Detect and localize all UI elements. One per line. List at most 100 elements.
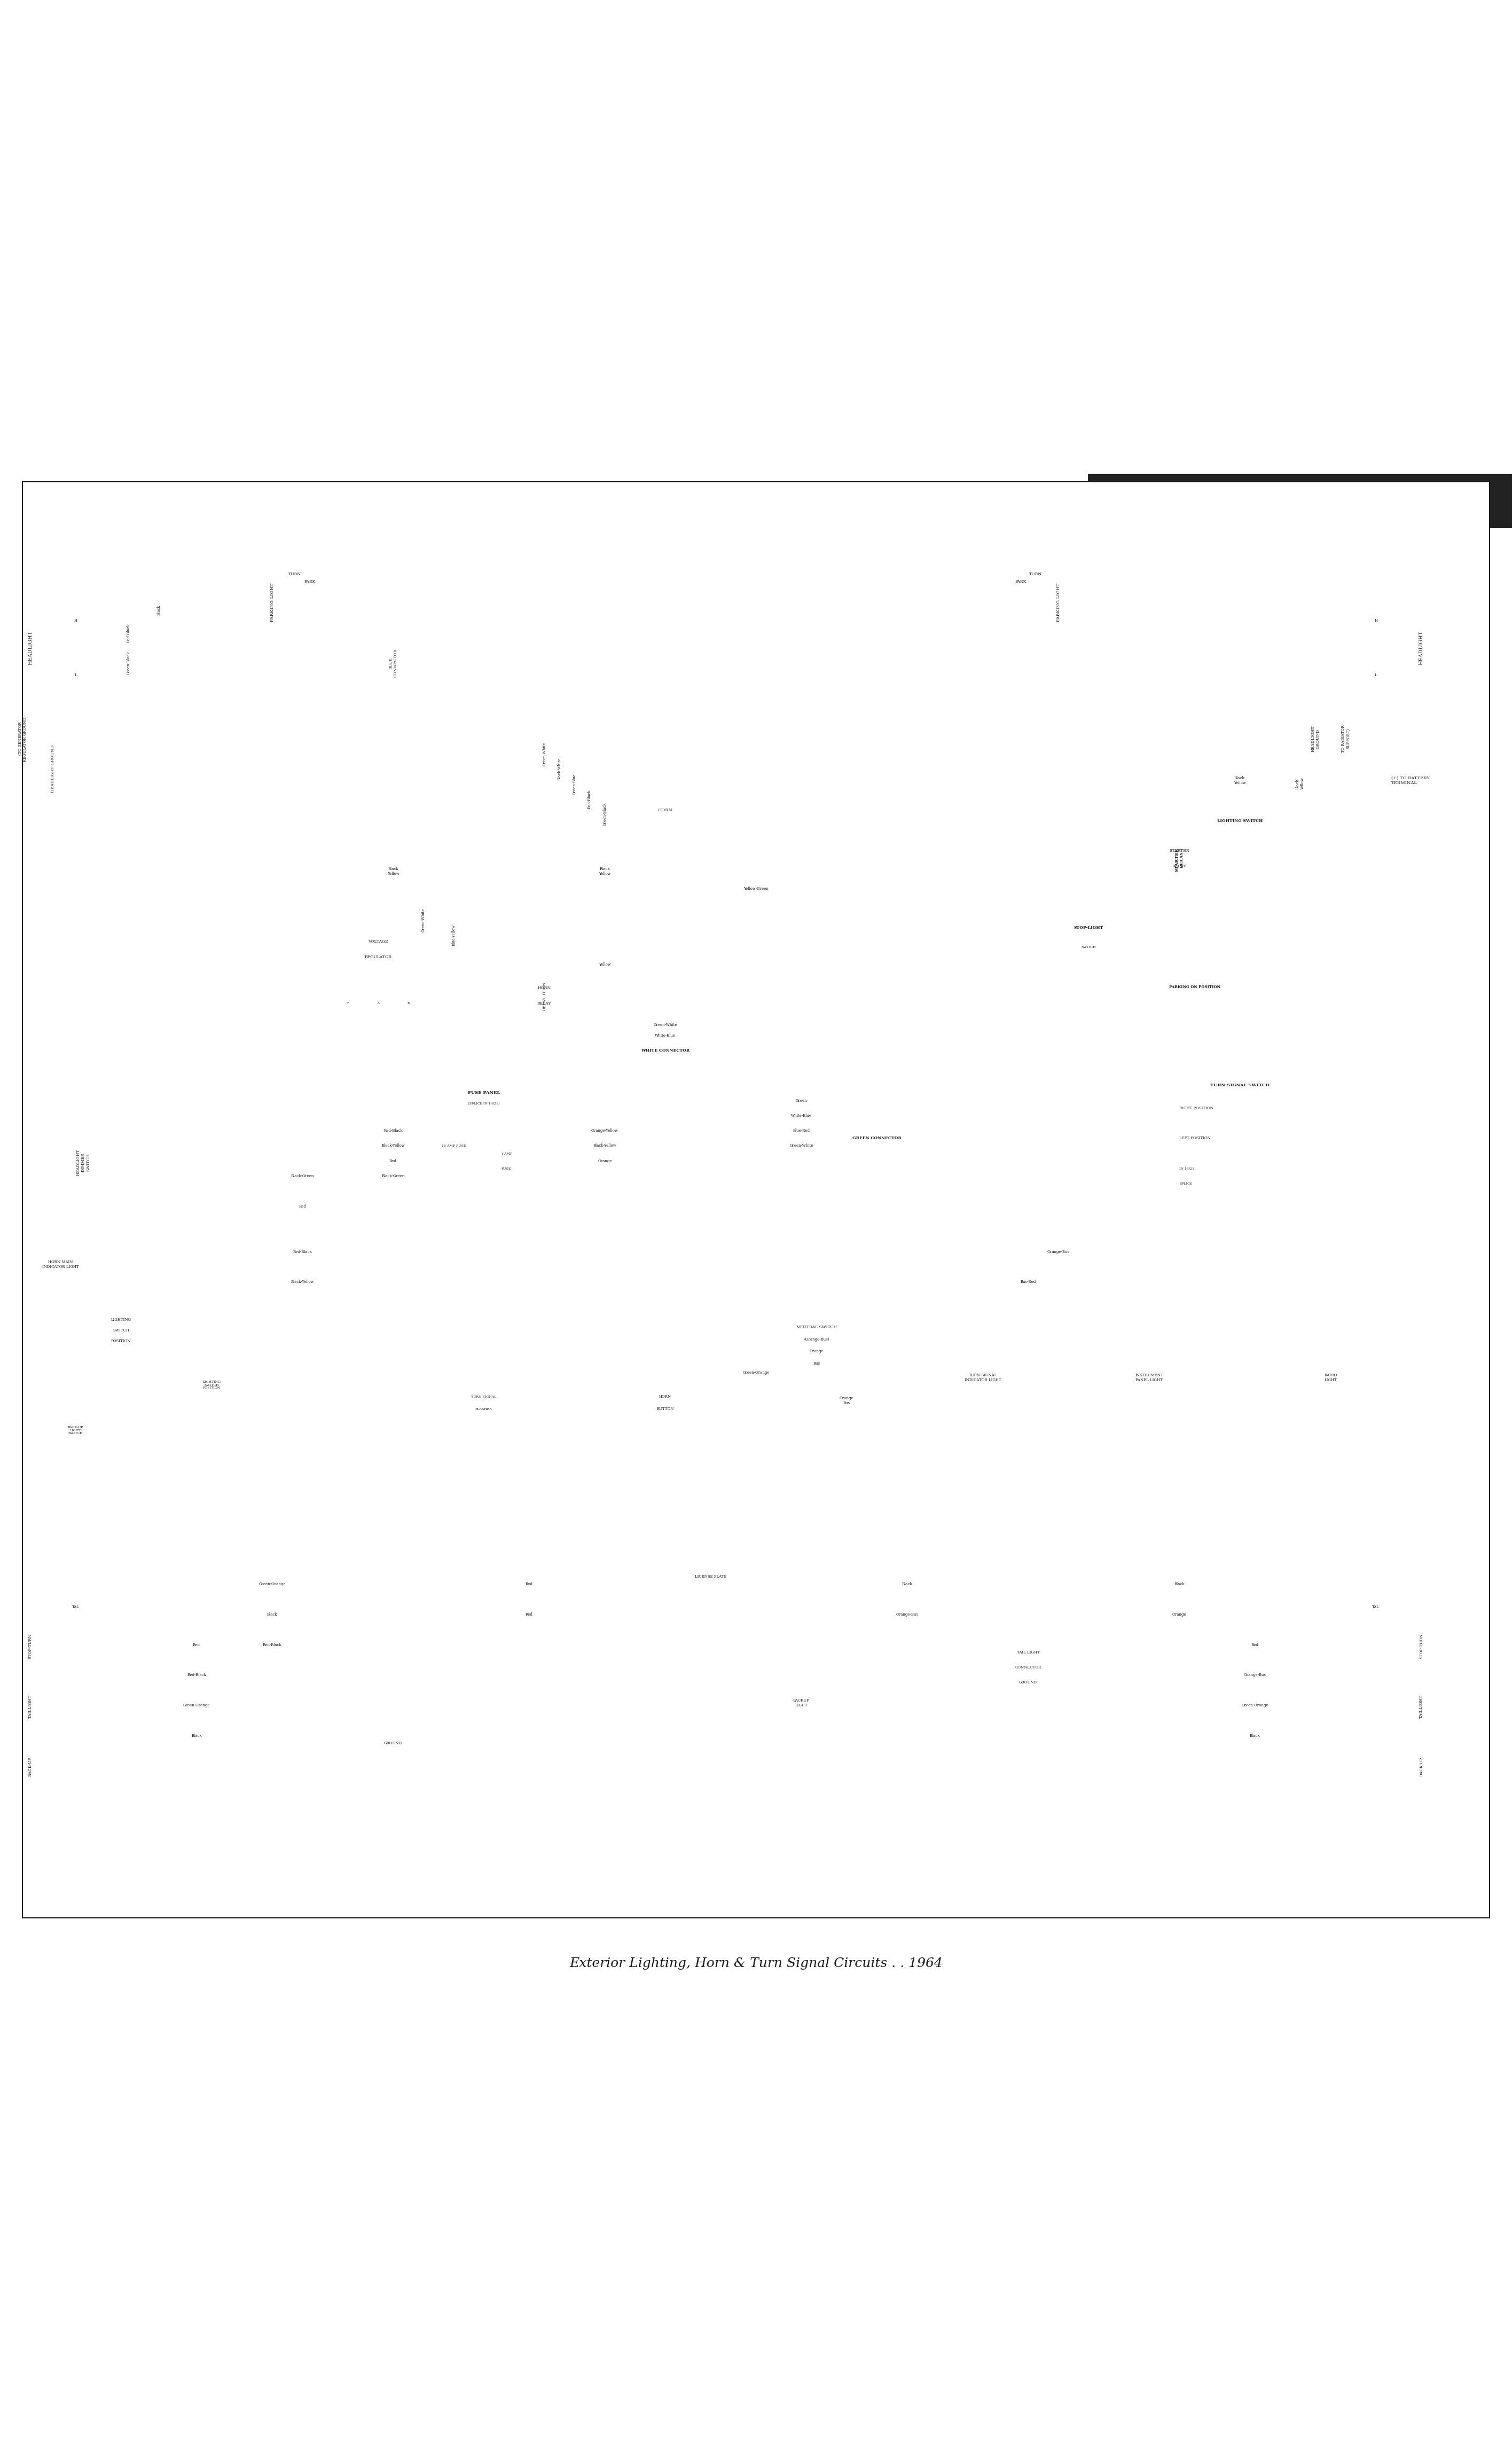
Circle shape: [1190, 1029, 1199, 1039]
Circle shape: [918, 1181, 927, 1188]
Bar: [438, 1117, 476, 1132]
Text: Orange: Orange: [809, 1350, 824, 1355]
Text: RELAY: RELAY: [543, 995, 546, 1010]
Bar: [491, 1171, 529, 1186]
Text: CONNECTOR: CONNECTOR: [1015, 1665, 1042, 1670]
Text: LEFT POSITION: LEFT POSITION: [1179, 1137, 1211, 1139]
Text: TURN SIGNAL: TURN SIGNAL: [472, 1396, 496, 1399]
Text: 1-AMP: 1-AMP: [500, 1152, 513, 1154]
Text: PARKING LIGHT: PARKING LIGHT: [1057, 584, 1060, 621]
Bar: [438, 1144, 476, 1159]
Text: Black: Black: [268, 1611, 277, 1616]
Text: TAILLIGHT: TAILLIGHT: [29, 1694, 32, 1719]
Circle shape: [1297, 1152, 1303, 1159]
Text: Red-Black: Red-Black: [384, 1130, 402, 1132]
Circle shape: [615, 1066, 624, 1076]
Circle shape: [1252, 848, 1258, 856]
Text: BACK-UP
LIGHT
SWITCH: BACK-UP LIGHT SWITCH: [68, 1425, 83, 1435]
Circle shape: [1214, 863, 1222, 870]
Text: STOP-TURN: STOP-TURN: [29, 1633, 32, 1658]
Text: Black-White: Black-White: [558, 758, 561, 780]
Circle shape: [721, 990, 730, 1000]
Text: Red: Red: [194, 1643, 200, 1648]
Bar: [950, 587, 987, 648]
Circle shape: [133, 1675, 141, 1682]
Text: VOLTAGE: VOLTAGE: [367, 939, 389, 944]
Text: BACK-UP: BACK-UP: [29, 1758, 32, 1778]
Text: Red-Black: Red-Black: [127, 623, 130, 643]
Text: White-Blue: White-Blue: [791, 1112, 812, 1117]
Bar: [1164, 800, 1346, 905]
Text: HORN: HORN: [659, 1394, 671, 1399]
Text: GROUND: GROUND: [384, 1741, 402, 1746]
Text: HEADLIGHT
DIMMER
SWITCH: HEADLIGHT DIMMER SWITCH: [76, 1149, 91, 1176]
Text: REGULATOR: REGULATOR: [364, 954, 392, 958]
Bar: [76, 1313, 166, 1374]
Text: Red: Red: [526, 1582, 532, 1587]
Text: FUSE: FUSE: [502, 1166, 511, 1171]
Circle shape: [147, 990, 156, 1000]
Circle shape: [237, 914, 246, 924]
Text: HEADLIGHT: HEADLIGHT: [1418, 631, 1424, 665]
Circle shape: [738, 1597, 774, 1633]
Text: (+) TO BATTERY
TERMINAL: (+) TO BATTERY TERMINAL: [1391, 775, 1429, 785]
Bar: [438, 1171, 476, 1186]
Text: Green-Orange: Green-Orange: [183, 1704, 210, 1707]
Bar: [408, 1086, 590, 1237]
Circle shape: [1312, 1675, 1320, 1682]
Text: H: H: [74, 619, 77, 623]
Bar: [53, 1117, 129, 1208]
Bar: [1149, 1071, 1361, 1237]
Bar: [816, 1132, 937, 1222]
Text: RADIO
LIGHT: RADIO LIGHT: [1325, 1374, 1337, 1381]
Circle shape: [360, 599, 367, 606]
Circle shape: [888, 1166, 897, 1174]
Bar: [38, 587, 113, 709]
Circle shape: [857, 1181, 866, 1188]
Text: Orange-Bus: Orange-Bus: [1048, 1249, 1069, 1254]
Circle shape: [53, 1623, 98, 1667]
Text: Red: Red: [390, 1159, 396, 1164]
Text: INSTRUMENT
PANEL LIGHT: INSTRUMENT PANEL LIGHT: [1136, 1374, 1163, 1381]
Text: LIGHTING SWITCH: LIGHTING SWITCH: [1217, 819, 1263, 824]
Bar: [1119, 966, 1270, 1056]
Circle shape: [1237, 1152, 1243, 1159]
Text: SWITCH: SWITCH: [113, 1328, 129, 1333]
Circle shape: [1176, 1152, 1184, 1159]
Circle shape: [1190, 1015, 1199, 1022]
Bar: [38, 1411, 113, 1457]
Text: FLASHER: FLASHER: [475, 1408, 493, 1411]
Bar: [1315, 724, 1376, 768]
Text: Green-Black: Green-Black: [127, 650, 130, 675]
Text: HORN: HORN: [543, 980, 546, 995]
Text: Exterior Lighting, Horn & Turn Signal Circuits . . 1964: Exterior Lighting, Horn & Turn Signal Ci…: [570, 1958, 942, 1971]
Circle shape: [827, 1181, 836, 1188]
Text: BACKUP
LIGHT: BACKUP LIGHT: [794, 1699, 809, 1707]
Text: PARKING LIGHT: PARKING LIGHT: [271, 584, 274, 621]
Circle shape: [635, 1374, 696, 1435]
Circle shape: [147, 1066, 156, 1076]
Text: HORN MAIN
INDICATOR LIGHT: HORN MAIN INDICATOR LIGHT: [42, 1259, 79, 1269]
Bar: [756, 1306, 877, 1381]
Text: Green: Green: [795, 1098, 807, 1103]
Circle shape: [647, 1597, 683, 1633]
Circle shape: [1353, 1623, 1399, 1667]
Text: WHITE CONNECTOR: WHITE CONNECTOR: [641, 1049, 689, 1054]
Circle shape: [373, 998, 383, 1007]
Circle shape: [733, 746, 779, 792]
Bar: [345, 587, 381, 648]
Text: BLUE
CONNECTOR: BLUE CONNECTOR: [389, 648, 398, 677]
Circle shape: [706, 1066, 715, 1076]
Text: Orange-Yellow: Orange-Yellow: [591, 1130, 618, 1132]
Circle shape: [1353, 1685, 1399, 1729]
Text: Green-White: Green-White: [543, 741, 546, 765]
Text: FUSE PANEL: FUSE PANEL: [467, 1090, 500, 1095]
Circle shape: [287, 587, 318, 619]
Text: TAL: TAL: [1373, 1604, 1379, 1609]
Circle shape: [1176, 878, 1184, 885]
Text: TURN: TURN: [289, 572, 301, 577]
Text: RELAY: RELAY: [537, 1000, 552, 1005]
Text: SPLICE: SPLICE: [1179, 1183, 1193, 1186]
Circle shape: [676, 1066, 685, 1076]
Text: Blue-Red: Blue-Red: [792, 1130, 810, 1132]
